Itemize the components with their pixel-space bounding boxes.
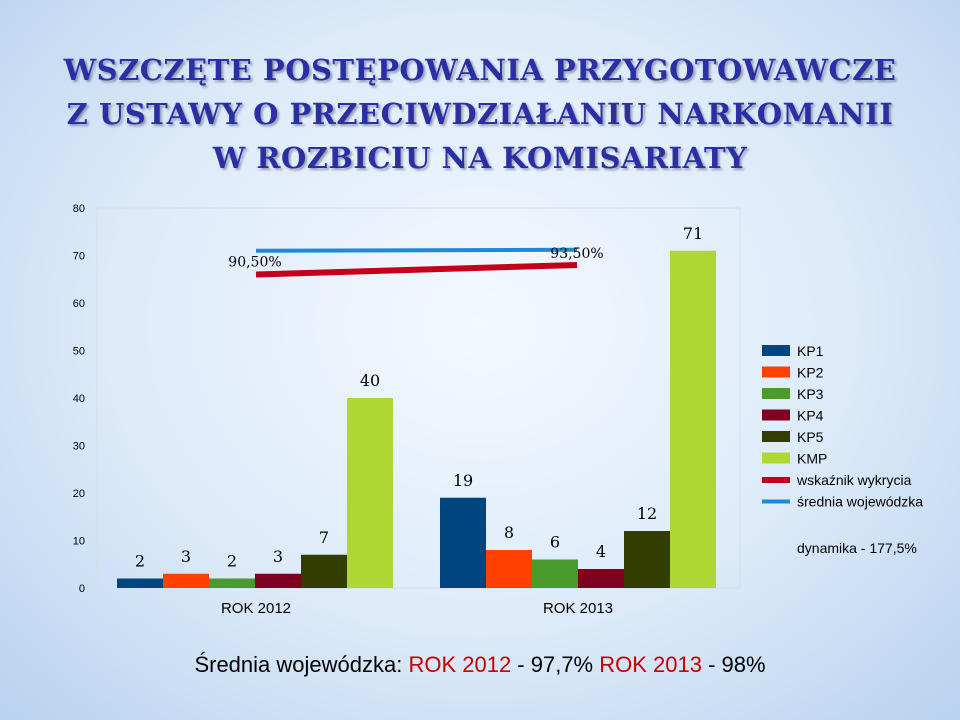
bar-kp2-0 [163, 573, 209, 588]
y-tick-label: 30 [73, 441, 85, 453]
bar-value-label: 4 [596, 542, 606, 561]
bar-value-label: 8 [504, 523, 514, 542]
bar-kp1-1 [440, 497, 486, 588]
footer-year2-value: - 98% [701, 652, 766, 677]
bar-kp4-0 [255, 573, 301, 588]
bar-kp2-1 [486, 550, 532, 588]
legend-label: średnia wojewódzka [797, 494, 923, 510]
bar-value-label: 12 [637, 504, 657, 523]
footer-prefix: Średnia wojewódzka: [194, 652, 409, 677]
y-tick-label: 40 [73, 393, 85, 405]
legend-swatch-kp4 [762, 409, 790, 421]
legend-label: KP4 [797, 408, 824, 424]
legend-swatch-kp1 [762, 345, 790, 356]
bar-kmp-0 [347, 398, 393, 588]
bar-kp1-0 [117, 578, 163, 588]
legend-label: wskaźnik wykrycia [796, 472, 912, 488]
y-tick-label: 60 [73, 298, 85, 310]
bar-value-label: 7 [319, 528, 329, 547]
legend-label: KMP [797, 451, 827, 467]
footer-year2-label: ROK 2013 [599, 652, 702, 677]
bar-value-label: 6 [550, 533, 560, 552]
title-line-2: Z USTAWY O PRZECIWDZIAŁANIU NARKOMANII [66, 97, 894, 131]
y-tick-label: 70 [73, 251, 85, 263]
bar-value-label: 40 [360, 371, 380, 390]
footer-year1-label: ROK 2012 [408, 652, 512, 677]
bar-value-label: 2 [227, 552, 237, 571]
bar-kp4-1 [578, 569, 624, 588]
legend-swatch-kp2 [762, 366, 790, 378]
x-axis-categories: ROK 2012 ROK 2013 [221, 600, 613, 617]
x-category-label: ROK 2012 [221, 600, 291, 617]
y-tick-label: 80 [73, 203, 85, 215]
bar-value-label: 2 [135, 552, 145, 571]
y-tick-label: 20 [73, 488, 85, 500]
y-tick-label: 10 [73, 536, 85, 548]
legend-label: KP3 [797, 386, 824, 402]
footer: Średnia wojewódzka: ROK 2012 - 97,7% ROK… [0, 652, 960, 678]
title-line-1: WSZCZĘTE POSTĘPOWANIA PRZYGOTOWAWCZE [63, 53, 897, 87]
indicator-lines [255, 247, 578, 278]
bar-kp3-1 [532, 559, 578, 588]
bar-kp5-1 [624, 531, 670, 588]
legend-label: KP5 [797, 429, 824, 445]
line-label-2013: 93,50% [550, 246, 603, 262]
legend-label: KP1 [797, 343, 824, 359]
legend-swatch-detection-rate [762, 477, 790, 483]
bar-kp3-0 [209, 578, 255, 588]
legend-swatch-kmp [762, 452, 790, 464]
x-category-label: ROK 2013 [543, 600, 613, 617]
dynamics-note: dynamika - 177,5% [797, 540, 917, 556]
bar-value-label: 3 [273, 547, 283, 566]
y-axis: 0 10 20 30 40 50 60 70 80 [73, 203, 85, 595]
y-tick-label: 0 [79, 583, 85, 595]
chart-title: WSZCZĘTE POSTĘPOWANIA PRZYGOTOWAWCZE Z U… [0, 48, 960, 180]
bar-value-label: 71 [683, 224, 703, 243]
legend: KP1 KP2 KP3 KP4 KP5 KMP wskaźnik wykrycia średn… [762, 343, 923, 556]
footer-year1-value: - 97,7% [511, 652, 600, 677]
bar-value-label: 3 [181, 547, 191, 566]
regional-average-line [255, 247, 578, 253]
y-tick-label: 50 [73, 346, 85, 358]
title-line-3: W ROZBICIU NA KOMISARIATY [212, 141, 748, 175]
legend-label: KP2 [797, 365, 824, 381]
bar-value-label: 19 [453, 471, 473, 490]
legend-swatch-kp3 [762, 388, 790, 399]
bar-kp5-0 [301, 554, 347, 588]
bars [117, 250, 716, 588]
data-labels: 2 19 3 8 2 6 3 4 7 12 40 71 90,50% 93,50% [135, 224, 703, 571]
legend-swatch-kp5 [762, 431, 790, 442]
plot-area [96, 207, 741, 589]
line-label-2012: 90,50% [228, 255, 281, 271]
legend-swatch-regional-average [762, 499, 790, 504]
detection-rate-line [255, 262, 578, 278]
bar-kmp-1 [670, 250, 716, 588]
